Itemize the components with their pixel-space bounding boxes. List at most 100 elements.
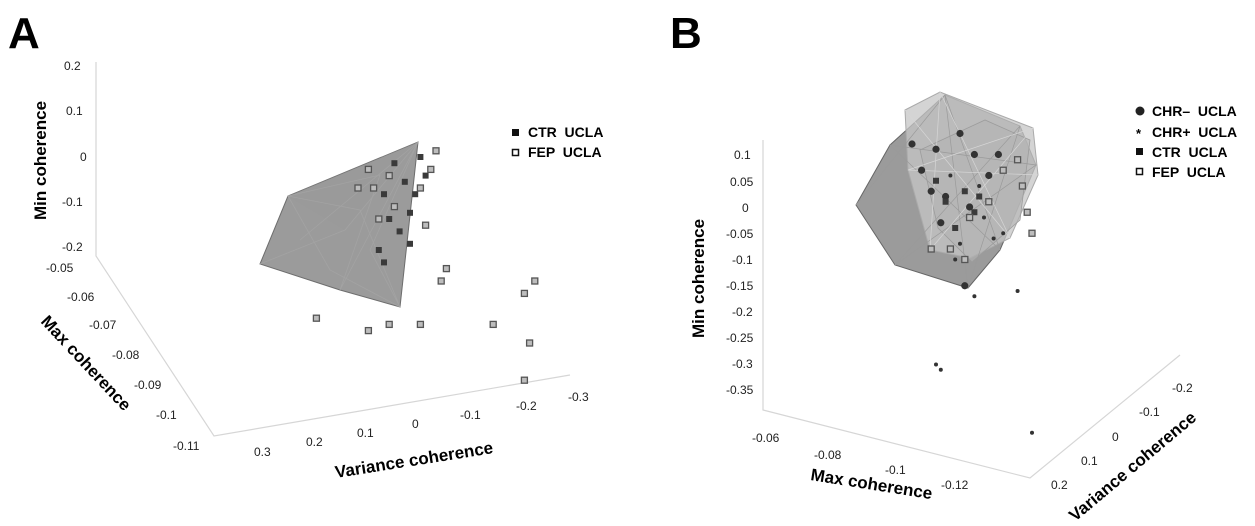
- data-point: [375, 215, 383, 223]
- panel-a-y-ticks: -0.05 -0.06 -0.07 -0.08 -0.09 -0.1 -0.11: [46, 261, 200, 453]
- panel-a-z-tick: -0.1: [62, 195, 83, 209]
- data-point: [965, 213, 974, 222]
- legend-marker-asterisk: *: [1136, 126, 1142, 141]
- data-point: [421, 221, 430, 229]
- panel-a-points: [312, 147, 539, 384]
- panel-b-legend-item: CHR+ UCLA: [1152, 124, 1237, 140]
- data-point: [520, 376, 529, 384]
- panel-b-convex-hulls: [855, 90, 1039, 289]
- panel-a-z-tick: 0.2: [64, 59, 81, 73]
- data-point: [364, 165, 373, 174]
- data-point: [977, 184, 982, 188]
- panel-b-label: B: [670, 9, 702, 58]
- panel-b-legend: CHR– UCLA * CHR+ UCLA CTR UCLA FEP UCLA: [1135, 103, 1237, 180]
- data-point: [971, 209, 978, 216]
- panel-b-z-tick: -0.25: [726, 331, 754, 345]
- data-point: [1015, 289, 1020, 293]
- data-point: [412, 191, 419, 198]
- panel-b-z-tick: -0.05: [726, 227, 754, 241]
- panel-a-x-ticks: 0.3 0.2 0.1 0 -0.1 -0.2 -0.3: [254, 390, 589, 459]
- legend-marker-open-square: [1135, 167, 1144, 176]
- data-point: [948, 173, 953, 178]
- data-point: [953, 257, 958, 262]
- panel-b-z-tick: 0.05: [730, 175, 754, 189]
- legend-marker-filled-circle: [1135, 106, 1145, 116]
- panel-a-z-ticks: 0.2 0.1 0 -0.1 -0.2: [62, 59, 87, 254]
- data-point: [934, 362, 938, 367]
- panel-b-y-tick: -0.1: [885, 463, 906, 477]
- data-point: [942, 192, 950, 201]
- panel-a-x-axis-label: Variance coherence: [334, 438, 495, 482]
- data-point: [531, 277, 539, 285]
- data-point: [381, 191, 387, 198]
- data-point: [381, 259, 387, 266]
- data-point: [1018, 182, 1027, 190]
- data-point: [994, 150, 1003, 159]
- panel-b-z-tick: -0.35: [726, 383, 754, 397]
- panel-b-y-tick: -0.06: [752, 431, 780, 445]
- panel-a-z-axis-label: Min coherence: [31, 101, 50, 220]
- data-point: [375, 247, 382, 253]
- panel-a-x-tick: -0.3: [568, 390, 589, 404]
- data-point: [991, 236, 996, 241]
- data-point: [961, 282, 969, 290]
- panel-b-z-tick: -0.2: [732, 305, 753, 319]
- data-point: [946, 245, 955, 253]
- panel-b-legend-item: CTR UCLA: [1152, 144, 1227, 160]
- data-point: [416, 184, 425, 192]
- panel-a-x-tick: 0.1: [357, 426, 374, 440]
- legend-marker-filled-square: [1136, 148, 1143, 155]
- data-point: [312, 314, 321, 322]
- data-point: [999, 166, 1007, 174]
- panel-b-x-tick: 0: [1112, 430, 1119, 444]
- data-point: [908, 140, 916, 148]
- data-point: [489, 320, 497, 329]
- panel-b-z-tick: -0.15: [726, 279, 754, 293]
- data-point: [416, 320, 425, 329]
- panel-a-x-tick: 0: [412, 417, 419, 431]
- data-point: [417, 154, 424, 160]
- data-point: [956, 129, 964, 138]
- panel-b-x-ticks: -0.2 -0.1 0 0.1 0.2: [1051, 381, 1193, 492]
- data-point: [985, 171, 993, 180]
- panel-b-x-tick: 0.2: [1051, 478, 1068, 492]
- panel-b-x-tick: 0.1: [1081, 454, 1098, 468]
- legend-marker-open-square: [511, 148, 520, 157]
- panel-b-axes: [762, 140, 1181, 479]
- data-point: [396, 228, 403, 235]
- panel-a-legend-item: CTR UCLA: [528, 124, 603, 140]
- data-point: [938, 367, 943, 372]
- data-point: [937, 219, 945, 227]
- panel-b-z-tick: -0.1: [732, 253, 753, 267]
- panel-b-x-tick: -0.2: [1172, 381, 1193, 395]
- data-point: [354, 184, 362, 192]
- panel-a-y-tick: -0.08: [112, 348, 140, 362]
- data-point: [385, 320, 393, 329]
- panel-a-legend-item: FEP UCLA: [528, 144, 602, 160]
- data-point: [972, 294, 977, 299]
- data-point: [422, 172, 429, 179]
- data-point: [927, 187, 935, 195]
- data-point: [386, 216, 393, 222]
- panel-a-y-tick: -0.1: [156, 408, 177, 422]
- data-point: [942, 198, 949, 205]
- data-point: [407, 240, 413, 247]
- data-point: [958, 241, 962, 246]
- data-point: [970, 150, 979, 159]
- data-point: [401, 178, 408, 185]
- panel-a-y-tick: -0.06: [67, 290, 95, 304]
- data-point: [961, 255, 969, 264]
- data-point: [976, 193, 983, 200]
- panel-a-x-tick: -0.1: [460, 408, 481, 422]
- panel-b-y-tick: -0.08: [814, 448, 842, 462]
- panel-b-legend-item: CHR– UCLA: [1152, 103, 1237, 119]
- data-point: [369, 184, 378, 192]
- panel-a-legend: CTR UCLA FEP UCLA: [511, 124, 603, 160]
- data-point: [520, 289, 529, 298]
- panel-a-z-tick: -0.2: [62, 240, 83, 254]
- panel-b-z-tick: 0: [742, 201, 749, 215]
- panel-b-z-ticks: 0.1 0.05 0 -0.05 -0.1 -0.15 -0.2 -0.25 -…: [726, 148, 754, 397]
- panel-a-x-tick: 0.2: [306, 435, 323, 449]
- data-point: [927, 245, 935, 253]
